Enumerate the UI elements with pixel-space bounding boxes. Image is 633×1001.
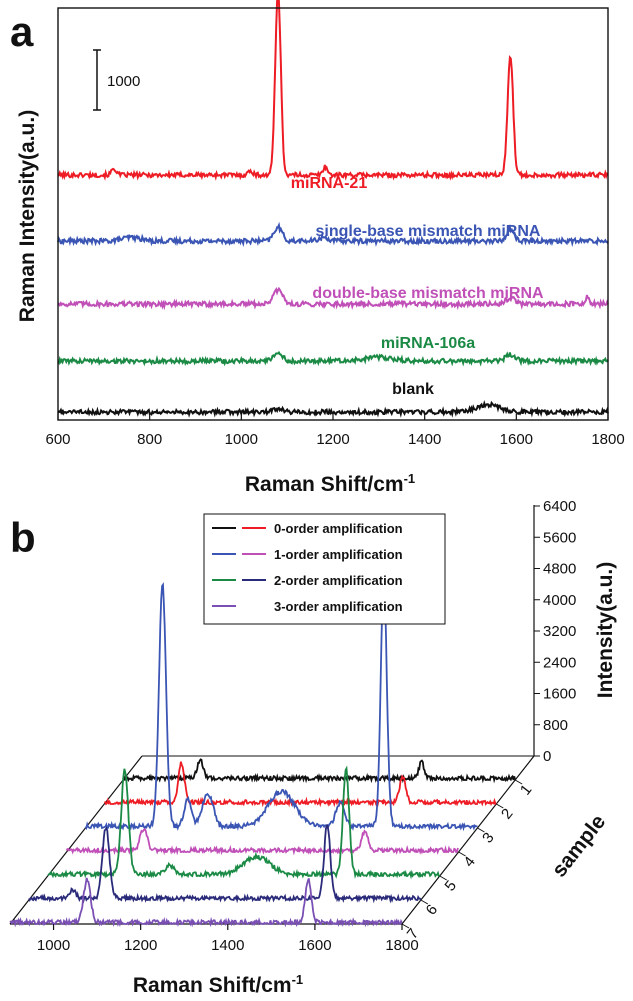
b-right-depth-edge bbox=[401, 755, 535, 925]
panel-b-sample-tick-mark-1 bbox=[496, 803, 504, 809]
panel-a-y-axis-title: Raman Intensity(a.u.) bbox=[16, 110, 39, 322]
panel-a: a 1000 miRNA-21 single-base mismatch miR… bbox=[10, 0, 625, 496]
panel-a-series-line-2 bbox=[57, 286, 609, 311]
panel-b-sample-tick-label-5: 6 bbox=[423, 901, 442, 918]
b-left-depth-edge bbox=[9, 755, 143, 925]
legend-label-2: 2-order amplification bbox=[274, 573, 403, 588]
panel-a-x-tick-label-4: 1400 bbox=[408, 431, 441, 448]
scale-bar: 1000 bbox=[93, 49, 140, 111]
panel-a-series-line-4 bbox=[57, 399, 609, 418]
panel-a-x-axis-title: Raman Shift/cm-1 bbox=[245, 471, 415, 496]
legend-label-0: 0-order amplification bbox=[274, 521, 403, 536]
panel-b-x-tick-label-4: 1800 bbox=[385, 937, 418, 954]
panel-b-intensity-axis-title: Intensity(a.u.) bbox=[594, 562, 617, 699]
panel-b-sample-tick-label-1: 2 bbox=[498, 805, 517, 822]
panel-b-sample-tick-mark-0 bbox=[514, 779, 523, 785]
panel-a-series-line-0 bbox=[57, 0, 609, 181]
panel-b-sample-tick-mark-4 bbox=[439, 875, 447, 881]
legend-entries: 0-order amplification 1-order amplificati… bbox=[212, 521, 403, 614]
panel-b-series-line-sample-2 bbox=[103, 761, 497, 808]
panel-b-x-tick-label-2: 1400 bbox=[211, 937, 244, 954]
series-label-mirna-106a: miRNA-106a bbox=[381, 335, 475, 352]
panel-b-z-tick-label-8: 6400 bbox=[543, 498, 576, 515]
panel-b-sample-tick-mark-5 bbox=[420, 899, 429, 905]
panel-a-x-tick-label-1: 800 bbox=[137, 431, 162, 448]
panel-b-series-line-sample-5 bbox=[47, 765, 440, 880]
series-label-single-base: single-base mismatch miRNA bbox=[316, 223, 541, 240]
panel-b-z-tick-label-2: 1600 bbox=[543, 686, 576, 703]
scale-bar-label: 1000 bbox=[107, 73, 140, 90]
panel-b-series-line-sample-3 bbox=[84, 578, 478, 832]
panel-a-series-group bbox=[57, 0, 609, 418]
panel-b-sample-tick-mark-3 bbox=[458, 851, 466, 857]
panel-b-series-group bbox=[9, 578, 516, 928]
panel-b-series-line-sample-4 bbox=[65, 828, 459, 856]
panel-b-series-line-sample-7 bbox=[9, 877, 403, 928]
panel-b-z-axis: 0 800 1600 2400 3200 4000 4800 5600 6400 bbox=[534, 498, 576, 765]
panel-b-z-tick-label-3: 2400 bbox=[543, 654, 576, 671]
panel-b-sample-tick-label-4: 5 bbox=[441, 877, 460, 894]
panel-a-series-line-1 bbox=[57, 221, 609, 248]
panel-b-x-axis: 1000 1200 1400 1600 1800 bbox=[37, 924, 419, 954]
panel-b-x-tick-label-0: 1000 bbox=[37, 937, 70, 954]
panel-b-sample-tick-mark-2 bbox=[477, 827, 485, 833]
panel-b-x-tick-label-3: 1600 bbox=[298, 937, 331, 954]
panel-a-x-tick-label-3: 1200 bbox=[316, 431, 349, 448]
panel-b-sample-tick-label-3: 4 bbox=[460, 853, 479, 870]
panel-a-x-axis: 600 800 1000 1200 1400 1600 1800 bbox=[45, 414, 625, 448]
legend-box bbox=[203, 513, 446, 625]
panel-b-z-tick-label-5: 4000 bbox=[543, 592, 576, 609]
panel-b-z-tick-label-1: 800 bbox=[543, 717, 568, 734]
panel-b-series-line-sample-6 bbox=[28, 824, 422, 904]
panel-a-letter: a bbox=[10, 8, 34, 55]
panel-b-legend: 0-order amplification 1-order amplificati… bbox=[203, 513, 446, 625]
panel-b-sample-tick-label-2: 3 bbox=[479, 829, 498, 846]
panel-a-x-tick-label-6: 1800 bbox=[591, 431, 624, 448]
panel-a-x-tick-label-0: 600 bbox=[45, 431, 70, 448]
panel-b-sample-tick-label-0: 1 bbox=[517, 781, 536, 798]
panel-b-z-tick-label-7: 5600 bbox=[543, 529, 576, 546]
series-label-double-base: double-base mismatch miRNA bbox=[312, 285, 544, 302]
panel-a-series-line-3 bbox=[57, 350, 609, 367]
series-label-mirna-21: miRNA-21 bbox=[291, 175, 368, 192]
series-label-blank: blank bbox=[392, 381, 434, 398]
panel-b-z-tick-label-6: 4800 bbox=[543, 561, 576, 578]
panel-b-letter: b bbox=[10, 514, 36, 561]
panel-a-x-tick-label-5: 1600 bbox=[500, 431, 533, 448]
panel-b-x-tick-label-1: 1200 bbox=[124, 937, 157, 954]
panel-b-sample-tick-mark-6 bbox=[401, 923, 410, 929]
panel-b-z-tick-label-0: 0 bbox=[543, 748, 551, 765]
legend-label-3: 3-order amplification bbox=[274, 599, 403, 614]
panel-b-series-line-sample-1 bbox=[122, 758, 516, 784]
panel-b-z-tick-label-4: 3200 bbox=[543, 623, 576, 640]
panel-b: b 0-order amplification 1-order amplifica… bbox=[9, 498, 617, 997]
legend-label-1: 1-order amplification bbox=[274, 547, 403, 562]
panel-a-plot-frame bbox=[57, 7, 609, 421]
panel-b-x-axis-title: Raman Shift/cm-1 bbox=[133, 972, 303, 997]
panel-b-sample-axis-title: sample bbox=[548, 810, 611, 881]
panel-a-x-tick-label-2: 1000 bbox=[225, 431, 258, 448]
